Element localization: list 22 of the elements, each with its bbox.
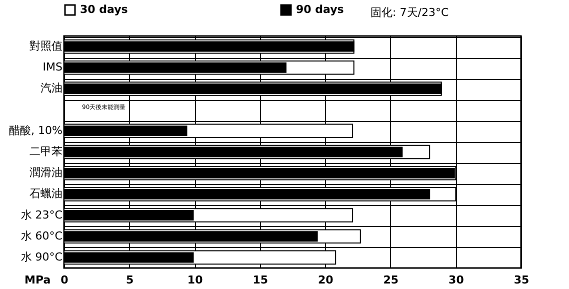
legend-label: 90 days [296,3,344,16]
x-tick-label: 15 [252,274,268,286]
y-tick-label: 汽油 [40,82,62,95]
x-tick-label: 25 [383,274,399,286]
y-tick-label: 二甲苯 [30,145,62,158]
legend-label: 30 days [80,3,128,16]
x-axis-title: MPa [24,274,51,286]
y-tick-label: 石蠟油 [30,187,62,200]
y-tick-label: IMS [42,60,63,74]
y-tick-label: 水 90°C [20,250,63,264]
x-tick-label: 35 [514,274,530,286]
y-tick-label: 對照值 [30,40,62,53]
y-tick-label: 水 60°C [20,229,63,242]
x-tick-label: 20 [318,274,334,286]
x-tick-label: 0 [60,274,69,286]
x-tick-label: 5 [126,274,134,286]
x-tick-label: 30 [448,274,464,286]
chart-title: 固化: 7天/23°C [370,6,449,19]
y-tick-label: 醋酸, 10% [9,124,62,137]
y-tick-label: 潤滑油 [30,166,62,180]
y-tick-label: 水 23°C [20,208,63,222]
x-tick-label: 10 [187,274,204,286]
